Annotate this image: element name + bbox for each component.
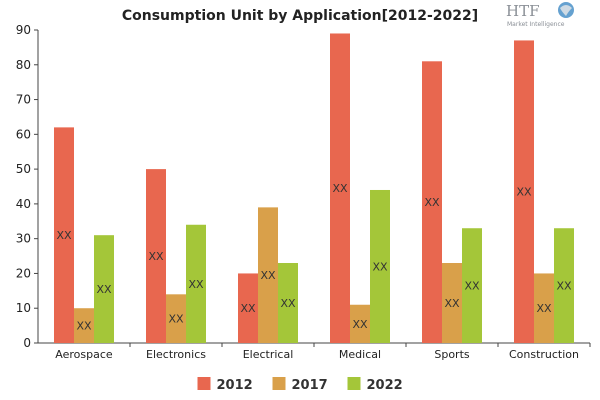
y-tick-label: 10: [16, 301, 31, 315]
y-tick-label: 0: [23, 336, 31, 350]
data-labels: XX XX XX XX XX XX XX XX XX XX XX XX XX XX XX XX XX XX: [56, 182, 572, 332]
chart-title: Consumption Unit by Application[2012-202…: [122, 8, 478, 24]
bar-2022-construction: [554, 228, 574, 343]
data-label: XX: [168, 313, 184, 326]
data-label: XX: [536, 302, 552, 315]
data-label: XX: [556, 280, 572, 293]
data-label: XX: [352, 318, 368, 331]
category-label: Electrical: [243, 348, 294, 361]
data-label: XX: [240, 302, 256, 315]
bar-2022-electronics: [186, 224, 206, 343]
y-tick-label: 80: [16, 58, 31, 72]
bar-2017-electronics: [166, 294, 186, 343]
legend-label: 2022: [367, 378, 403, 393]
data-label: XX: [332, 182, 348, 195]
legend-label: 2017: [292, 378, 328, 393]
category-label: Sports: [434, 348, 470, 361]
bar-2012-construction: [514, 40, 534, 343]
globe-icon: [558, 2, 574, 18]
data-label: XX: [56, 229, 72, 242]
bar-2012-aerospace: [54, 127, 74, 343]
bar-2017-medical: [350, 304, 370, 343]
data-label: XX: [280, 297, 296, 310]
data-label: XX: [260, 269, 276, 282]
category-label: Aerospace: [55, 348, 113, 361]
category-label: Construction: [509, 348, 579, 361]
logo-subtitle: Market Intelligence: [507, 21, 565, 28]
bar-2012-sports: [422, 61, 442, 344]
y-tick-label: 50: [16, 162, 31, 176]
logo-text: HTF: [506, 2, 540, 20]
bar-2017-sports: [442, 263, 462, 343]
bar-2012-electrical: [238, 273, 258, 343]
y-tick-label: 40: [16, 197, 31, 211]
y-tick-label: 30: [16, 232, 31, 246]
bar-2022-medical: [370, 189, 390, 343]
bars: [54, 33, 574, 344]
category-label: Electronics: [146, 348, 206, 361]
bar-2022-aerospace: [94, 235, 114, 343]
data-label: XX: [188, 278, 204, 291]
category-label: Medical: [339, 348, 381, 361]
legend-swatch: [347, 377, 361, 390]
bar-2022-sports: [462, 228, 482, 343]
legend-label: 2012: [217, 378, 253, 393]
y-tick-label: 90: [16, 23, 31, 37]
data-label: XX: [424, 196, 440, 209]
bar-2017-aerospace: [74, 308, 94, 343]
y-tick-label: 20: [16, 266, 31, 280]
data-label: XX: [464, 280, 480, 293]
data-label: XX: [148, 250, 164, 263]
bar-2022-electrical: [278, 263, 298, 343]
y-tick-label: 70: [16, 93, 31, 107]
data-label: XX: [372, 260, 388, 273]
legend-swatch: [197, 377, 211, 390]
bar-2012-medical: [330, 33, 350, 343]
logo: HTF Market Intelligence: [506, 2, 574, 28]
bar-2017-construction: [534, 273, 554, 343]
legend-swatch: [272, 377, 286, 390]
data-label: XX: [76, 320, 92, 333]
bar-2012-electronics: [146, 169, 166, 343]
legend: 2012 2017 2022: [197, 377, 403, 393]
data-label: XX: [516, 186, 532, 199]
category-labels: Aerospace Electronics Electrical Medical Spo…: [55, 348, 579, 361]
y-tick-label: 60: [16, 127, 31, 141]
bar-2017-electrical: [258, 207, 278, 343]
axes: 0 10 20 30 40 50 60 70 80 90: [16, 23, 591, 350]
data-label: XX: [444, 297, 460, 310]
data-label: XX: [96, 283, 112, 296]
